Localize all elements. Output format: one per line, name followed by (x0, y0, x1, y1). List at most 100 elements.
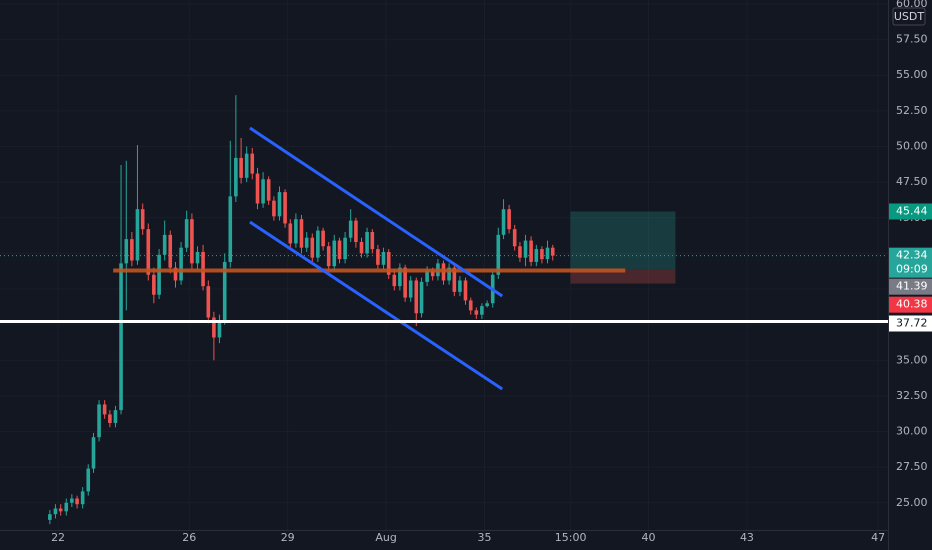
candle-body (272, 200, 276, 217)
candle-body (86, 468, 91, 492)
entry-label: 41.39 (896, 280, 928, 293)
y-tick-label: 60.00 (896, 0, 928, 10)
candle-body (381, 251, 386, 265)
candle-body (217, 320, 222, 338)
candle-body (458, 280, 462, 292)
y-tick-label: 32.50 (896, 389, 928, 402)
candle-body (376, 249, 380, 265)
candle-body (463, 280, 468, 301)
channel-line (249, 126, 504, 298)
candle-body (288, 223, 293, 244)
candle-body (310, 237, 315, 258)
candle-body (157, 254, 161, 295)
y-tick-label: 52.50 (896, 104, 928, 117)
x-tick-label: 22 (51, 531, 65, 544)
candle-body (359, 241, 364, 254)
candle-body (179, 247, 183, 281)
y-tick-label: 50.00 (896, 140, 928, 153)
candle-body (480, 306, 484, 315)
candle-body (337, 240, 342, 260)
candle-body (162, 234, 167, 255)
candle-body (343, 237, 347, 260)
candle-body (239, 157, 243, 178)
candle-body (130, 239, 134, 261)
y-tick-label: 30.00 (896, 425, 928, 438)
candle-body (326, 246, 331, 267)
candle-body (545, 247, 550, 260)
candle-body (485, 303, 489, 307)
y-tick-label: 27.50 (896, 460, 928, 473)
stop-label-bg (889, 296, 932, 313)
currency-label: USDT (894, 10, 925, 23)
candle-body (190, 219, 194, 264)
stop-label: 40.38 (896, 298, 928, 311)
candle-body (64, 502, 69, 512)
candle-body (529, 240, 533, 262)
candle-body (474, 310, 479, 315)
y-tick-label: 35.00 (896, 353, 928, 366)
candle-body (501, 209, 506, 235)
plot-area (0, 95, 888, 525)
candle-body (184, 219, 189, 248)
candle-body (354, 220, 358, 242)
candle-body (250, 153, 255, 174)
candle-body (80, 491, 85, 505)
candle-body (152, 274, 156, 295)
y-tick-label: 57.50 (896, 33, 928, 46)
candle-body (468, 300, 473, 311)
candle-body (523, 240, 528, 258)
x-tick-label: 26 (182, 531, 196, 544)
candle-body (261, 179, 265, 204)
candle-body (173, 267, 178, 281)
horizontal-line-label: 37.72 (896, 317, 928, 330)
candle-body (540, 249, 544, 260)
candle-body (135, 209, 140, 261)
horizontal-line-label-bg (889, 315, 932, 332)
candle-body (294, 219, 298, 244)
x-tick-label: 29 (281, 531, 295, 544)
candle-body (113, 410, 118, 423)
last-price-label-bg (889, 247, 932, 278)
candle-body (124, 239, 129, 264)
candle-body (228, 196, 233, 262)
candle-body (75, 498, 79, 505)
candle-body (316, 230, 320, 258)
candle-body (452, 267, 457, 292)
candle-body (299, 219, 304, 248)
candle-body (518, 246, 522, 258)
x-tick-label: 15:00 (555, 531, 587, 544)
currency-box (892, 7, 926, 26)
candle-body (195, 251, 200, 264)
candle-body (398, 267, 402, 287)
candle-body (108, 414, 112, 423)
candle-body (304, 237, 309, 248)
x-tick-label: 47 (871, 531, 885, 544)
candle-body (119, 263, 123, 411)
grid (0, 0, 888, 530)
candle-body (70, 498, 74, 503)
candle-body (403, 267, 407, 298)
candle-body (146, 229, 151, 275)
y-tick-label: 25.00 (896, 496, 928, 509)
candle-body (244, 153, 249, 178)
candle-body (425, 270, 429, 282)
position-target-zone (570, 211, 676, 270)
last-price-label: 42.34 (896, 249, 928, 262)
axes: 25.0027.5030.0032.5035.0037.5040.0042.50… (51, 0, 932, 544)
candle-body (97, 404, 101, 438)
x-tick-label: 40 (642, 531, 656, 544)
candle-body (255, 173, 260, 204)
candle-body (430, 270, 435, 277)
candle-body (419, 281, 424, 314)
candle-body (550, 247, 555, 256)
target-label-bg (889, 203, 932, 220)
x-tick-label: 43 (740, 531, 754, 544)
countdown-label: 09:09 (896, 263, 928, 276)
candle-body (512, 229, 517, 247)
candle-body (168, 234, 173, 268)
x-tick-label: Aug (375, 531, 396, 544)
candle-body (414, 280, 419, 314)
candle-body (206, 286, 211, 318)
